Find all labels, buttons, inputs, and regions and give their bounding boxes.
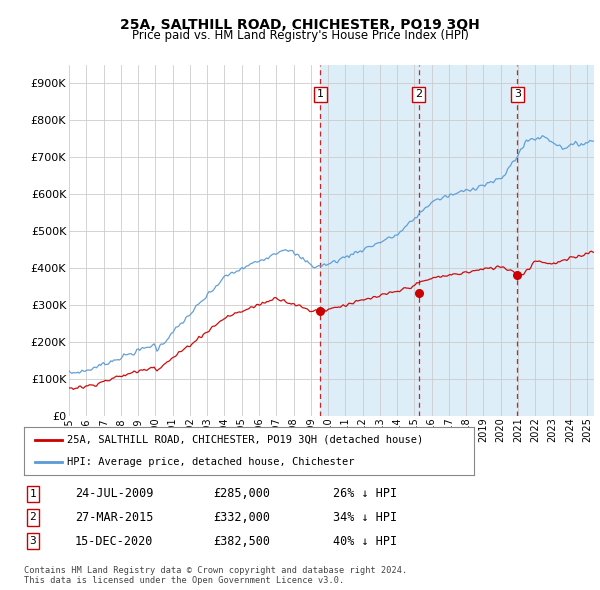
Text: £332,000: £332,000 <box>213 511 270 524</box>
Text: 25A, SALTHILL ROAD, CHICHESTER, PO19 3QH: 25A, SALTHILL ROAD, CHICHESTER, PO19 3QH <box>120 18 480 32</box>
Text: 3: 3 <box>29 536 37 546</box>
Text: Contains HM Land Registry data © Crown copyright and database right 2024.
This d: Contains HM Land Registry data © Crown c… <box>24 566 407 585</box>
Text: 26% ↓ HPI: 26% ↓ HPI <box>333 487 397 500</box>
Text: 25A, SALTHILL ROAD, CHICHESTER, PO19 3QH (detached house): 25A, SALTHILL ROAD, CHICHESTER, PO19 3QH… <box>67 435 423 445</box>
Text: 15-DEC-2020: 15-DEC-2020 <box>75 535 154 548</box>
Text: 24-JUL-2009: 24-JUL-2009 <box>75 487 154 500</box>
Bar <box>320 65 594 416</box>
Text: 40% ↓ HPI: 40% ↓ HPI <box>333 535 397 548</box>
Text: Price paid vs. HM Land Registry's House Price Index (HPI): Price paid vs. HM Land Registry's House … <box>131 30 469 42</box>
Text: HPI: Average price, detached house, Chichester: HPI: Average price, detached house, Chic… <box>67 457 354 467</box>
Text: 2: 2 <box>29 513 37 522</box>
Text: 2: 2 <box>415 90 422 100</box>
Text: 3: 3 <box>514 90 521 100</box>
Text: 34% ↓ HPI: 34% ↓ HPI <box>333 511 397 524</box>
Text: 1: 1 <box>317 90 324 100</box>
Text: 1: 1 <box>29 489 37 499</box>
Text: £382,500: £382,500 <box>213 535 270 548</box>
Text: £285,000: £285,000 <box>213 487 270 500</box>
Text: 27-MAR-2015: 27-MAR-2015 <box>75 511 154 524</box>
